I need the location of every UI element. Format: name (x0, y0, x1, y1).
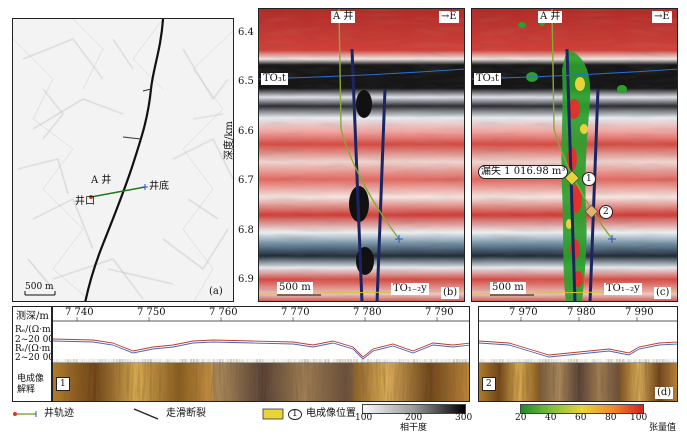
scale-label: 500 m (490, 282, 526, 294)
scale-label: 500 m (277, 282, 313, 294)
marker-1-label: 1 (56, 377, 70, 391)
horizon-top-label: TO₃t (474, 73, 501, 85)
depth-tick: 7 780 (353, 308, 382, 318)
trajectory-legend-label: 井轨迹 (44, 409, 74, 419)
marker-2-label: 2 (482, 377, 496, 391)
well-bottom-label: 井底 (149, 182, 169, 192)
horizon-top-label: TO₃t (261, 73, 288, 85)
direction-label: →E (439, 11, 459, 23)
depth-tick: 7 990 (625, 308, 654, 318)
panel-a-coherence-map: A 井 井底 井口 500 m (a) (12, 18, 234, 302)
seismic-graphic (259, 9, 465, 302)
wellhead-label: 井口 (75, 197, 95, 207)
log-block-left: 7 740 7 750 7 760 7 770 7 780 7 790 1 (52, 306, 470, 402)
image-position-legend-icon (262, 407, 284, 421)
tension-tick: 60 (575, 414, 586, 423)
depth-tick: 7 740 (65, 308, 94, 318)
panel-label: (a) (209, 287, 223, 297)
ytick: 6.4 (238, 28, 254, 38)
direction-label: →E (652, 11, 672, 23)
panel-c-tension-section: A 井 →E TO₃t TO₁₋₂y 漏失 1 016.98 m³ 1 2 50… (471, 8, 678, 302)
loss-callout: 漏失 1 016.98 m³ (478, 165, 568, 179)
log-graphic-right (479, 307, 678, 402)
coherence-map-graphic (13, 19, 234, 302)
horizon-bottom-label: TO₁₋₂y (391, 283, 429, 295)
panel-label: (d) (655, 387, 673, 399)
marker-1-label: 1 (582, 172, 596, 186)
legend: 井轨迹 走滑断裂 1 电成像位置 100 200 300 相干度 20 40 6… (12, 404, 678, 434)
trajectory-legend-icon (12, 408, 38, 420)
marker-2-label: 2 (599, 205, 613, 219)
tension-tick: 100 (630, 414, 647, 423)
panel-d-logs: 测深/m Rₑ/(Ω·m) 2~20 000 Rₛ/(Ω·m) 2~20 000… (12, 306, 678, 402)
horizon-bottom-label: TO₁₋₂y (604, 283, 642, 295)
log-graphic-left (53, 307, 470, 402)
ytick: 6.8 (238, 226, 254, 236)
depth-tick: 7 760 (209, 308, 238, 318)
scale-label: 500 m (25, 283, 54, 292)
coh-tick: 100 (355, 414, 372, 423)
yaxis-title: 深度/km (225, 121, 235, 160)
panel-b-seismic-section: A 井 →E TO₃t TO₁₋₂y 500 m (b) (258, 8, 465, 302)
ytick: 6.5 (238, 77, 254, 87)
tension-tick: 40 (545, 414, 556, 423)
panel-label: (b) (441, 287, 459, 299)
tension-tick: 20 (515, 414, 526, 423)
depth-tick: 7 790 (425, 308, 454, 318)
image-label: 电成像解释 (17, 374, 47, 396)
coh-tick: 200 (405, 414, 422, 423)
coh-label: 相干度 (400, 424, 427, 433)
image-position-label: 电成像位置 (306, 409, 356, 419)
tension-tick: 80 (605, 414, 616, 423)
depth-tick: 7 970 (509, 308, 538, 318)
fault-legend-icon (132, 407, 160, 421)
track1-label: Rₑ/(Ω·m) (15, 326, 52, 335)
depth-tick: 7 770 (281, 308, 310, 318)
tension-label: 张量值 (649, 424, 676, 433)
track-labels: 测深/m Rₑ/(Ω·m) 2~20 000 Rₛ/(Ω·m) 2~20 000… (12, 306, 52, 402)
fault-legend-label: 走滑断裂 (166, 409, 206, 419)
well-name-label: A 井 (91, 176, 111, 186)
tension-graphic (472, 9, 678, 302)
ytick: 6.9 (238, 275, 254, 285)
ytick: 6.6 (238, 127, 254, 137)
depth-label: 测深/m (16, 312, 49, 322)
depth-tick: 7 980 (567, 308, 596, 318)
depth-tick: 7 750 (137, 308, 166, 318)
log-block-right: 7 970 7 980 7 990 2 (d) (478, 306, 678, 402)
well-name-label: A 井 (538, 11, 562, 23)
panel-label: (c) (654, 287, 671, 299)
ytick: 6.7 (238, 176, 254, 186)
coh-tick: 300 (455, 414, 472, 423)
track2-range: 2~20 000 (15, 354, 52, 363)
image-position-num: 1 (288, 409, 302, 420)
well-name-label: A 井 (331, 11, 355, 23)
